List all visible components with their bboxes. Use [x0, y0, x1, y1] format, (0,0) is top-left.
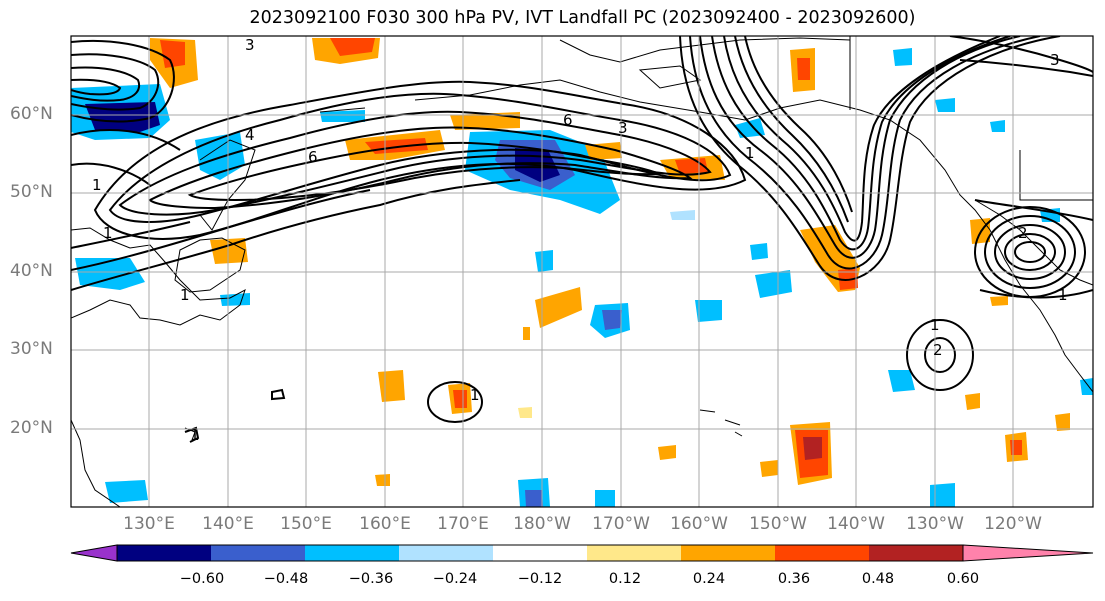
contour-label: 1 — [190, 426, 200, 444]
contour-label: 3 — [618, 119, 628, 137]
contour-label: 3 — [245, 36, 255, 54]
colorbar-box — [493, 545, 588, 561]
map-title: 2023092100 F030 300 hPa PV, IVT Landfall… — [249, 8, 916, 28]
colorbar-box — [117, 545, 212, 561]
lat-label: 60°N — [10, 104, 53, 124]
lon-label: 140°E — [202, 514, 254, 534]
contour-label: 2 — [1018, 224, 1028, 242]
colorbar-box — [399, 545, 494, 561]
colorbar-box — [587, 545, 682, 561]
contour-label: 1 — [745, 144, 755, 162]
colorbar-tick-label: 0.60 — [946, 571, 980, 587]
colorbar — [70, 544, 1094, 562]
contour-label: 1 — [930, 316, 940, 334]
lat-label: 50°N — [10, 182, 53, 202]
gridlines — [71, 36, 1093, 507]
colorbar-box — [211, 545, 306, 561]
lon-label: 160°W — [670, 514, 728, 534]
lon-label: 150°E — [280, 514, 332, 534]
colorbar-box — [869, 545, 964, 561]
colorbar-tick-label: −0.48 — [263, 571, 309, 587]
contour-label: 1 — [1058, 286, 1068, 304]
colorbar-low-extension — [70, 544, 118, 562]
contour-label: 4 — [245, 126, 255, 144]
colorbar-box — [775, 545, 870, 561]
colorbar-tick-label: −0.60 — [179, 571, 225, 587]
contour-label: 1 — [470, 386, 480, 404]
colorbar-box — [305, 545, 400, 561]
lon-label: 130°W — [906, 514, 964, 534]
colorbar-tick-label: −0.36 — [348, 571, 394, 587]
colorbar-tick-label: −0.12 — [517, 571, 563, 587]
contour-label: 1 — [103, 224, 113, 242]
lon-label: 140°W — [827, 514, 885, 534]
lat-label: 20°N — [10, 418, 53, 438]
contour-label: 6 — [308, 148, 318, 166]
contour-label: 1 — [92, 176, 102, 194]
contour-label: 1 — [180, 286, 190, 304]
lon-label: 170°E — [437, 514, 489, 534]
colorbar-tick-label: 0.48 — [861, 571, 895, 587]
lon-label: 120°W — [984, 514, 1042, 534]
colorbar-tick-label: 0.36 — [777, 571, 811, 587]
lon-label: 130°E — [123, 514, 175, 534]
lon-label: 180°W — [513, 514, 571, 534]
lon-label: 150°W — [749, 514, 807, 534]
contour-label: 6 — [563, 111, 573, 129]
contour-label: 2 — [933, 341, 943, 359]
lon-label: 160°E — [359, 514, 411, 534]
colorbar-tick-label: −0.24 — [432, 571, 478, 587]
colorbar-box — [681, 545, 776, 561]
plot-frame — [70, 35, 1094, 508]
colorbar-tick-label: 0.12 — [608, 571, 642, 587]
lat-label: 30°N — [10, 339, 53, 359]
colorbar-tick-label: 0.24 — [692, 571, 726, 587]
lon-label: 170°W — [592, 514, 650, 534]
contour-label: 3 — [1050, 51, 1060, 69]
lat-label: 40°N — [10, 261, 53, 281]
pv-contours — [71, 36, 1093, 443]
contour-labels: 3 4 6 1 1 6 3 1 1 2 1 3 1 1 2 1 — [92, 36, 1068, 444]
colorbar-high-extension — [962, 544, 1094, 562]
